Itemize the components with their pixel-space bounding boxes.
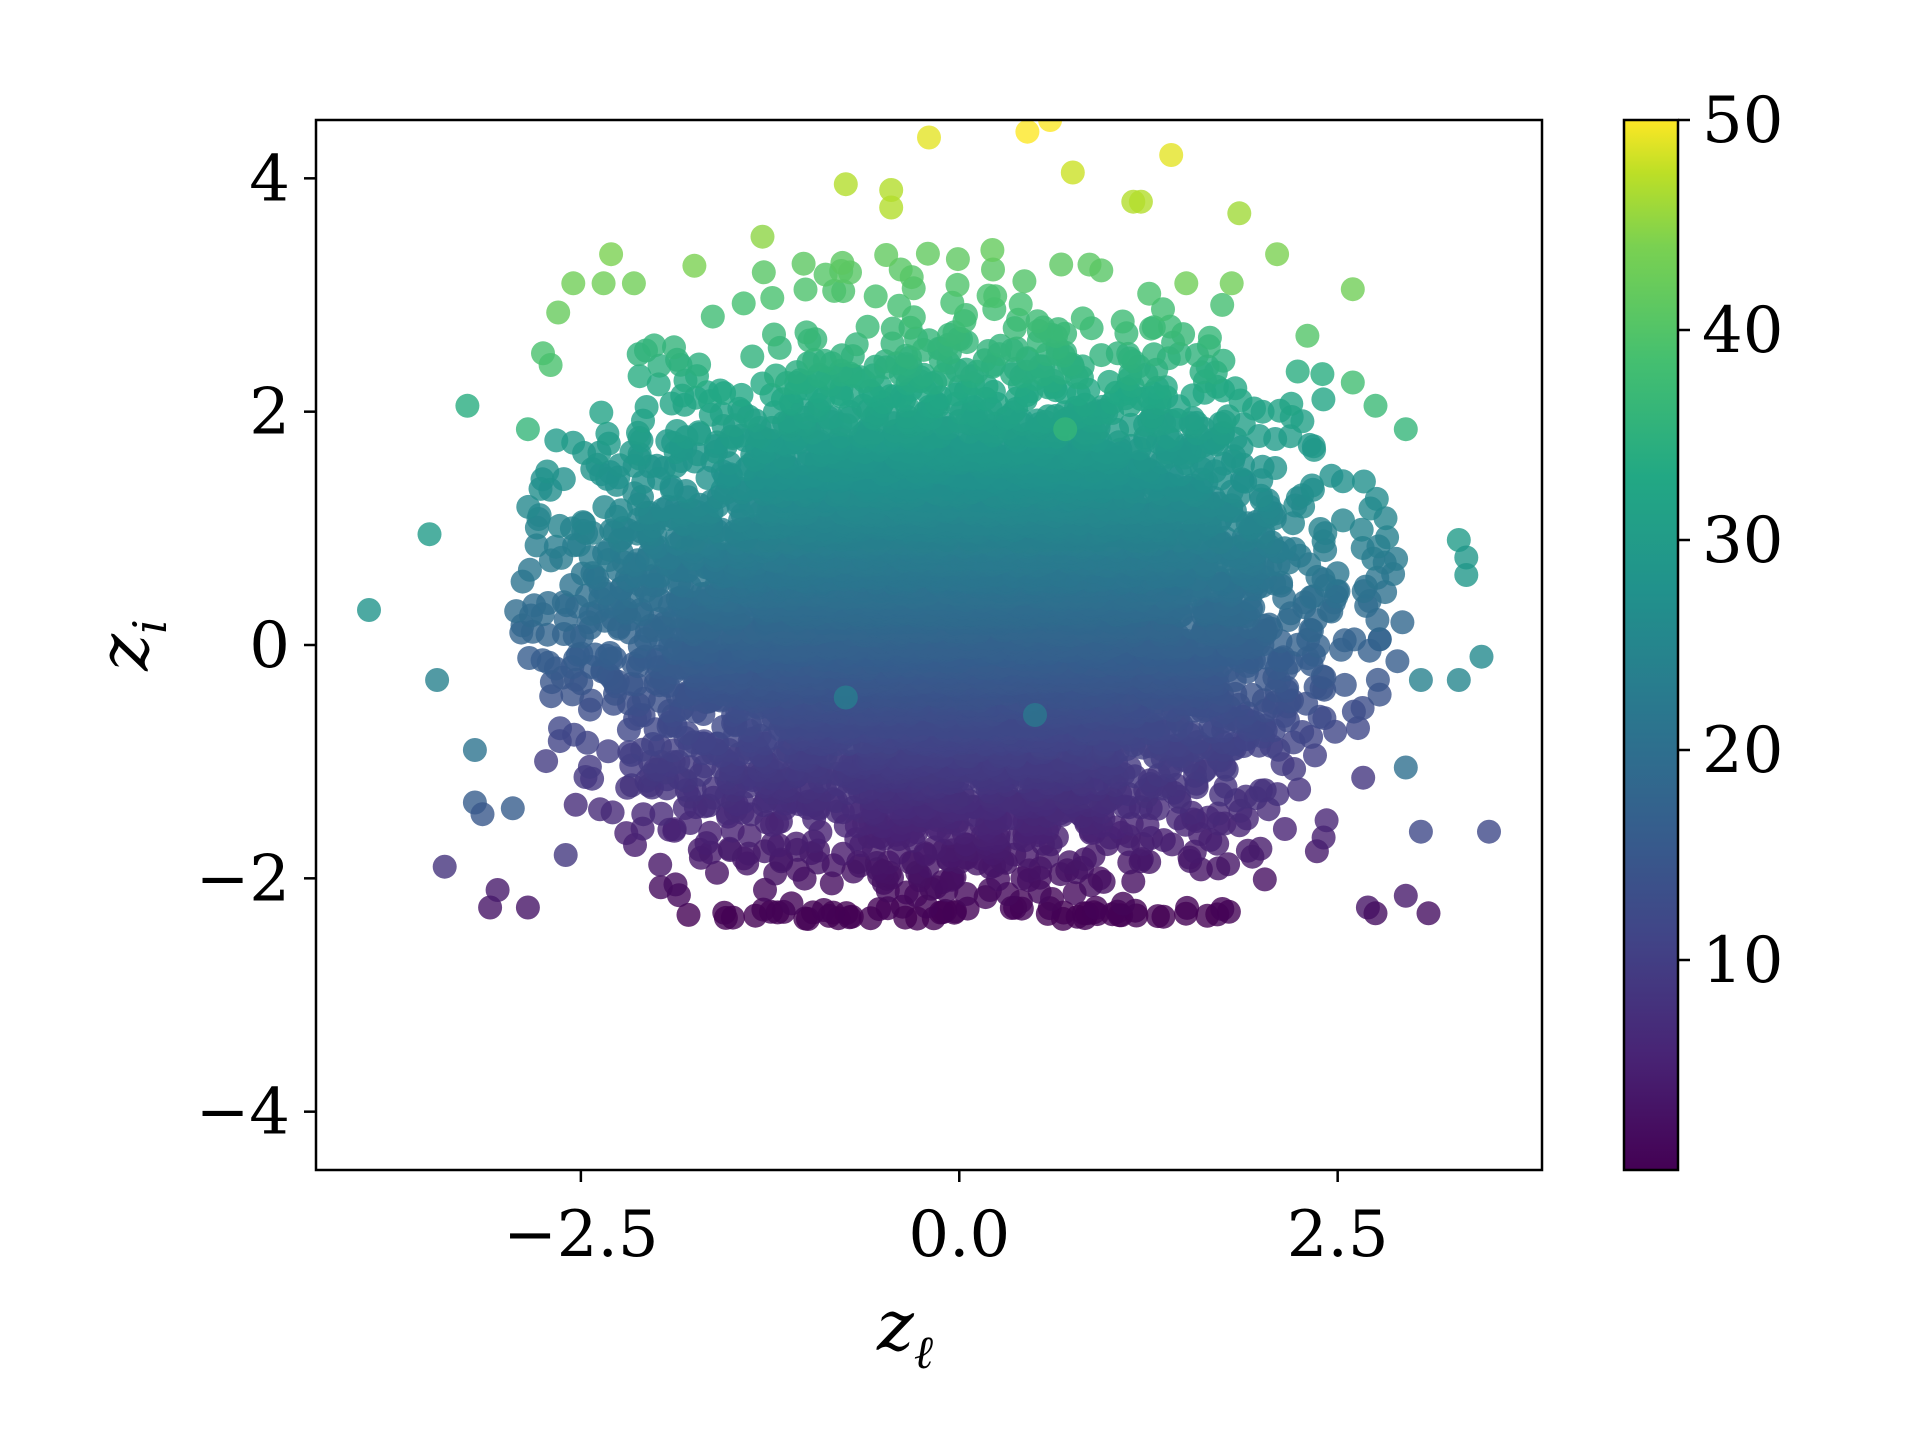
scatter-point <box>597 641 622 665</box>
scatter-point <box>751 897 776 922</box>
scatter-point <box>784 831 809 856</box>
scatter-point <box>577 754 602 779</box>
scatter-point <box>779 891 804 916</box>
scatter-point <box>596 739 621 764</box>
scatter-point <box>1287 777 1312 802</box>
scatter-point <box>1331 508 1355 533</box>
scatter-point <box>1332 672 1357 697</box>
scatter-point <box>1121 869 1146 894</box>
scatter-point <box>811 898 836 922</box>
scatter-point <box>717 836 742 861</box>
scatter-point <box>517 646 542 670</box>
scatter-point <box>563 792 588 817</box>
scatter-point <box>534 749 559 774</box>
scatter-point <box>1111 891 1135 916</box>
scatter-point <box>712 900 737 925</box>
scatter-point <box>1308 517 1333 541</box>
scatter-point <box>1175 895 1200 920</box>
scatter-point <box>1325 561 1350 586</box>
scatter-point <box>1206 801 1231 826</box>
scatter-point <box>705 860 729 885</box>
scatter-point <box>1351 765 1376 790</box>
scatter-point <box>1303 743 1327 768</box>
scatter-point <box>1252 867 1277 892</box>
scatter-point <box>1213 774 1238 799</box>
scatter-point <box>1084 895 1108 920</box>
scatter-points <box>357 120 1501 931</box>
scatter-point <box>819 871 844 896</box>
scatter-point <box>517 557 542 582</box>
scatter-point <box>1087 866 1112 891</box>
scatter-point <box>1365 667 1390 692</box>
scatter-point <box>698 820 723 845</box>
scatter-point <box>1210 897 1235 921</box>
scatter-point <box>588 797 612 822</box>
scatter-point <box>548 716 572 741</box>
scatter-point <box>663 872 688 897</box>
scatter-point <box>631 802 656 827</box>
scatter-point <box>649 801 674 826</box>
scatter-point <box>1272 817 1297 841</box>
scatter-point <box>1314 808 1339 833</box>
scatter-point <box>933 898 958 923</box>
scatter-point <box>1390 610 1415 635</box>
scatter-point <box>648 852 673 877</box>
scatter-point <box>1252 778 1277 803</box>
scatter-point <box>1216 852 1241 877</box>
scatter-point <box>1248 836 1273 861</box>
scatter-point <box>1145 904 1170 929</box>
scatter-point <box>760 832 785 856</box>
scatter-point <box>676 902 701 927</box>
scatter-point <box>570 510 595 535</box>
scatter-point <box>1342 627 1367 652</box>
scatter-point <box>1385 649 1410 674</box>
